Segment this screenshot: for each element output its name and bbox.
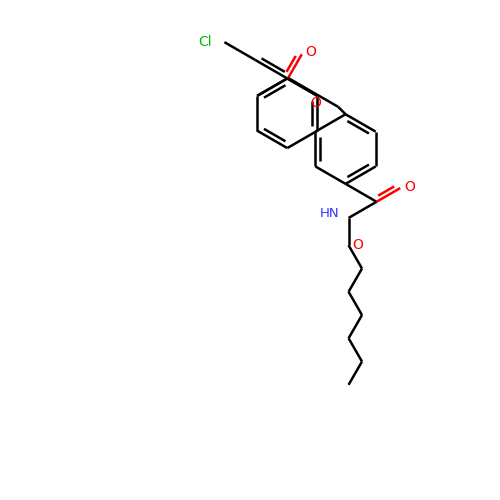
Text: O: O [310, 96, 321, 110]
Text: O: O [306, 45, 316, 59]
Text: Cl: Cl [198, 35, 212, 49]
Text: O: O [352, 238, 363, 252]
Text: HN: HN [320, 208, 340, 220]
Text: O: O [404, 180, 414, 194]
